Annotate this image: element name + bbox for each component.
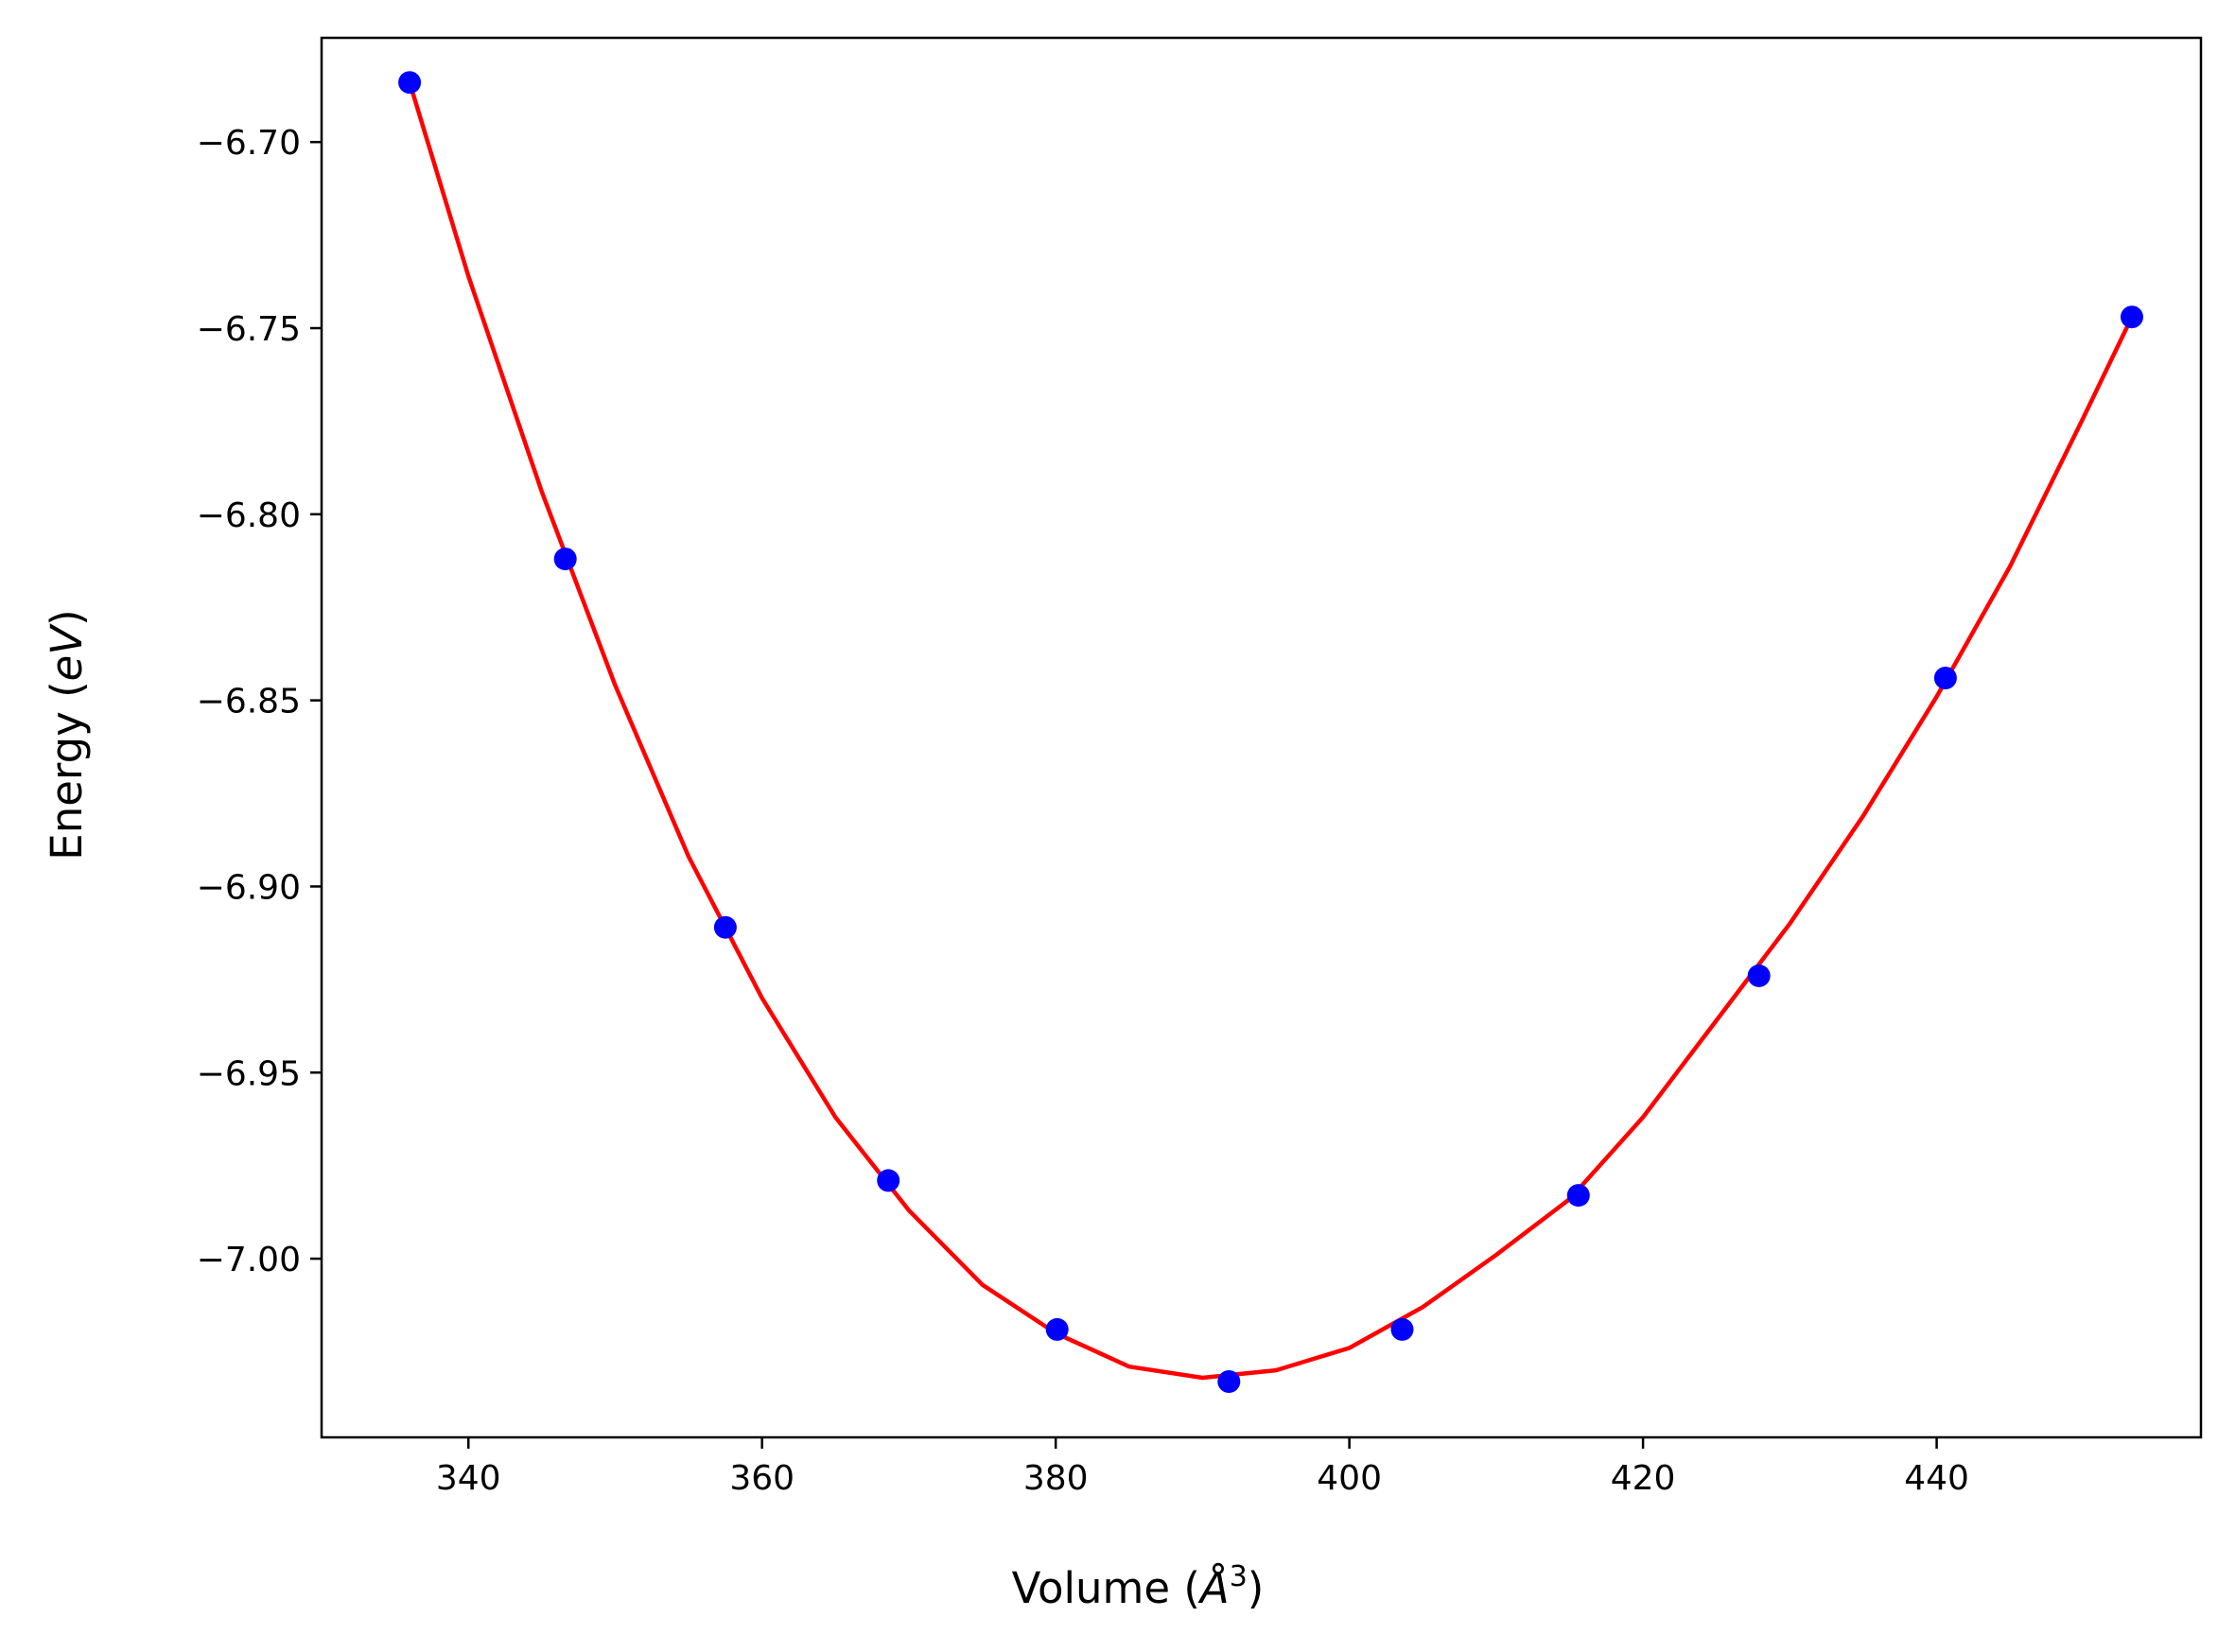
x-axis-label: Volume (Å3): [1012, 1560, 1265, 1613]
data-point: [2121, 305, 2143, 329]
data-point: [553, 548, 577, 571]
data-point: [1566, 1184, 1590, 1208]
y-tick-label: −6.90: [197, 868, 301, 907]
data-point: [1217, 1370, 1241, 1393]
data-points-layer: [398, 71, 2143, 1393]
data-point: [713, 915, 737, 939]
x-tick-label: 360: [729, 1459, 794, 1498]
y-tick-label: −6.85: [197, 683, 301, 722]
y-axis-ticks: −6.70 −6.75 −6.80 −6.85 −6.90 −6.95 −7.00: [197, 124, 322, 1279]
plot-frame: [320, 36, 2203, 1439]
y-tick-label: −7.00: [197, 1241, 301, 1279]
y-tick-label: −6.80: [197, 496, 301, 535]
x-tick-label: 380: [1023, 1459, 1089, 1498]
data-point: [877, 1169, 900, 1192]
y-tick-label: −6.95: [197, 1054, 301, 1093]
fit-curve-line: [407, 81, 2135, 1381]
data-point: [1045, 1317, 1069, 1341]
data-point: [1390, 1317, 1414, 1341]
x-tick-label: 440: [1904, 1459, 1969, 1498]
data-point: [1933, 667, 1957, 689]
x-tick-label: 340: [436, 1459, 501, 1498]
x-axis-ticks: 340 360 380 400 420 440: [436, 1437, 1969, 1498]
data-point: [398, 71, 422, 95]
y-tick-label: −6.70: [197, 124, 301, 163]
fit-curve-layer: [407, 81, 2135, 1381]
data-point: [1747, 964, 1771, 987]
y-tick-label: −6.75: [197, 310, 301, 349]
x-tick-label: 400: [1317, 1459, 1382, 1498]
x-tick-label: 420: [1611, 1459, 1676, 1498]
y-axis-label: Energy (eV): [42, 609, 92, 860]
